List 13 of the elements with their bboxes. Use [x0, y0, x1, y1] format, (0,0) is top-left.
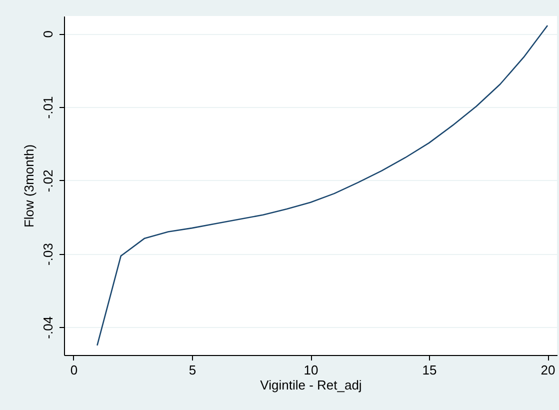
y-tick-label: -.01	[40, 96, 56, 119]
x-tick-label: 5	[188, 362, 196, 378]
x-tick-label: 20	[540, 362, 556, 378]
x-tick-label: 0	[70, 362, 78, 378]
y-tick-label: 0	[40, 30, 56, 38]
x-axis-title: Vigintile - Ret_adj	[260, 378, 362, 392]
x-tick-label: 15	[422, 362, 437, 378]
x-tick-label: 10	[304, 362, 318, 378]
y-tick-label: -.04	[40, 316, 56, 339]
y-axis-title: Flow (3month)	[22, 144, 36, 228]
y-tick-label: -.02	[40, 170, 56, 192]
y-tick-label: -.03	[40, 243, 56, 266]
line-series	[96, 24, 548, 346]
